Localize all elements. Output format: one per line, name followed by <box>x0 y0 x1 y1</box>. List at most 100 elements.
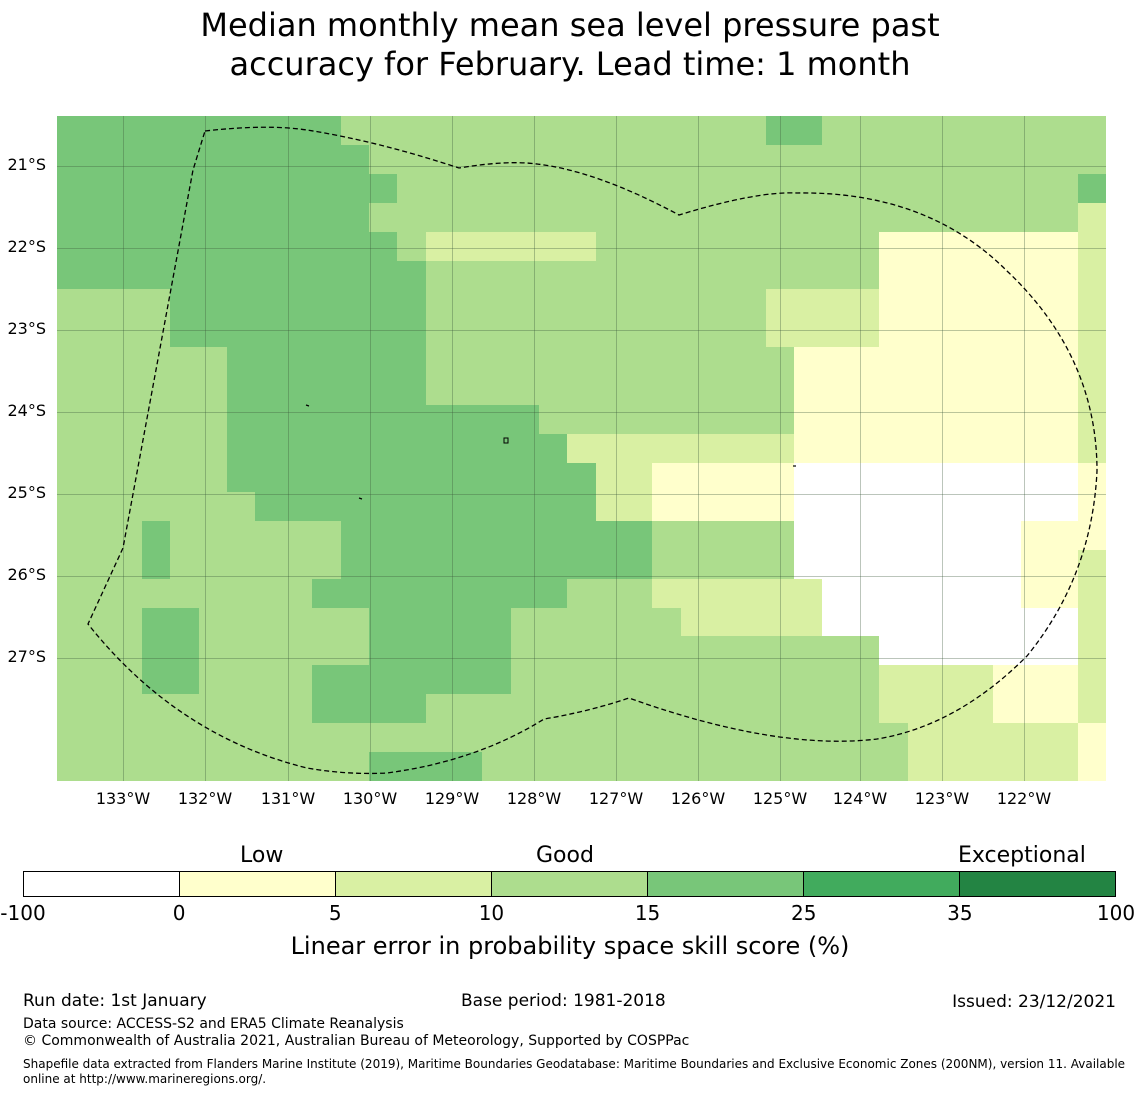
skill-cell <box>510 116 540 146</box>
skill-cell <box>822 144 852 175</box>
skill-cell <box>425 347 455 377</box>
skill-cell <box>624 318 653 348</box>
skill-cell <box>368 116 398 146</box>
skill-cell <box>879 434 909 464</box>
skill-cell <box>1077 260 1106 291</box>
skill-cell <box>170 173 200 204</box>
skill-cell <box>822 376 852 406</box>
skill-cell <box>879 318 909 348</box>
skill-cell <box>709 434 739 464</box>
skill-cell <box>935 549 965 580</box>
skill-cell <box>567 289 597 319</box>
skill-cell <box>765 116 795 146</box>
skill-cell <box>538 520 568 551</box>
skill-cell <box>198 607 228 638</box>
longitude-label: 122°W <box>996 789 1052 808</box>
skill-cell <box>765 289 795 319</box>
skill-cell <box>907 520 937 551</box>
skill-cell <box>907 405 937 435</box>
skill-cell <box>453 578 483 609</box>
skill-cell <box>198 462 228 493</box>
skill-cell <box>510 405 540 435</box>
title-line-2: accuracy for February. Lead time: 1 mont… <box>229 45 911 83</box>
skill-cell <box>57 578 86 609</box>
skill-cell <box>624 578 653 609</box>
skill-cell <box>453 144 483 175</box>
skill-cell <box>227 289 257 319</box>
skill-cell <box>113 173 143 204</box>
skill-cell <box>85 549 115 580</box>
island-2 <box>503 437 509 444</box>
skill-cell <box>283 116 313 146</box>
skill-cell <box>340 376 370 406</box>
skill-cell <box>907 578 937 609</box>
skill-cell <box>652 260 682 291</box>
skill-cell <box>142 347 171 377</box>
skill-cell <box>992 116 1022 146</box>
skill-cell <box>737 289 767 319</box>
skill-cell <box>142 607 171 638</box>
skill-cell <box>652 434 682 464</box>
skill-cell <box>935 376 965 406</box>
skill-cell <box>992 491 1022 522</box>
skill-cell <box>255 144 285 175</box>
skill-cell <box>935 405 965 435</box>
skill-cell <box>964 434 994 464</box>
skill-cell <box>227 260 257 291</box>
skill-cell <box>85 462 115 493</box>
skill-cell <box>170 318 200 348</box>
skill-cell <box>198 549 228 580</box>
skill-cell <box>709 202 739 233</box>
skill-cell <box>907 549 937 580</box>
skill-cell <box>340 607 370 638</box>
skill-cell <box>907 289 937 319</box>
base-period: Base period: 1981-2018 <box>461 991 666 1011</box>
skill-cell <box>368 173 398 204</box>
skill-cell <box>312 289 342 319</box>
skill-cell <box>992 202 1022 233</box>
skill-cell <box>142 376 171 406</box>
skill-cell <box>935 462 965 493</box>
skill-cell <box>170 491 200 522</box>
skill-cell <box>255 462 285 493</box>
skill-cell <box>1020 520 1050 551</box>
skill-cell <box>794 578 824 609</box>
skill-cell <box>340 202 370 233</box>
skill-cell <box>765 231 795 262</box>
colorbar-tick-label: 0 <box>172 901 186 925</box>
skill-cell <box>482 434 512 464</box>
skill-cell <box>907 462 937 493</box>
skill-cell <box>935 578 965 609</box>
skill-cell <box>737 578 767 609</box>
skill-cell <box>510 376 540 406</box>
skill-cell <box>935 318 965 348</box>
skill-cell <box>453 289 483 319</box>
skill-cell <box>482 318 512 348</box>
skill-cell <box>595 289 625 319</box>
skill-cell <box>538 491 568 522</box>
skill-cell <box>142 318 171 348</box>
skill-cell <box>113 376 143 406</box>
skill-cell <box>680 173 710 204</box>
skill-cell <box>709 520 739 551</box>
skill-cell <box>794 376 824 406</box>
skill-cell <box>794 202 824 233</box>
skill-cell <box>113 549 143 580</box>
skill-cell <box>340 173 370 204</box>
skill-cell <box>1049 578 1079 609</box>
skill-cell <box>397 202 427 233</box>
skill-cell <box>340 260 370 291</box>
skill-cell <box>822 491 852 522</box>
skill-cell <box>482 462 512 493</box>
skill-cell <box>879 144 909 175</box>
run-date: Run date: 1st January <box>23 991 207 1011</box>
skill-cell <box>624 116 653 146</box>
skill-cell <box>227 116 257 146</box>
skill-cell <box>255 202 285 233</box>
skill-cell <box>624 491 653 522</box>
skill-cell <box>992 376 1022 406</box>
skill-cell <box>709 116 739 146</box>
skill-cell <box>1077 578 1106 609</box>
skill-cell <box>283 405 313 435</box>
skill-cell <box>255 520 285 551</box>
